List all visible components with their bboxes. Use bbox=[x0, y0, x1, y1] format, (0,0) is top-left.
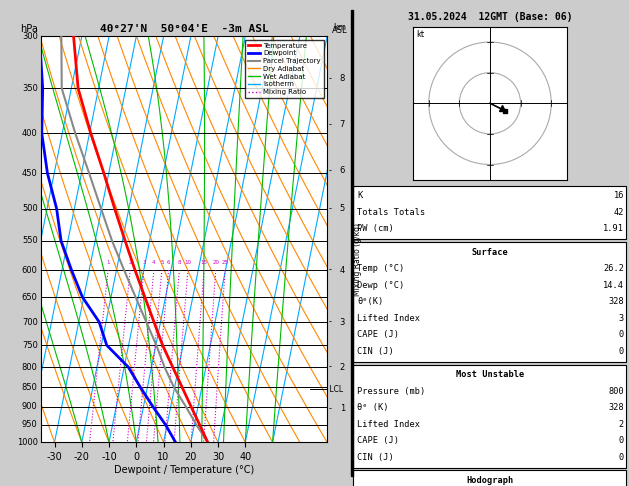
Text: Lifted Index: Lifted Index bbox=[357, 314, 420, 323]
Text: 1: 1 bbox=[106, 260, 110, 265]
Text: 7: 7 bbox=[340, 121, 345, 129]
X-axis label: Dewpoint / Temperature (°C): Dewpoint / Temperature (°C) bbox=[114, 465, 254, 475]
Text: 600: 600 bbox=[22, 265, 38, 275]
Text: 850: 850 bbox=[22, 383, 38, 392]
Text: 5: 5 bbox=[340, 204, 345, 213]
Text: K: K bbox=[357, 191, 362, 200]
Text: LCL: LCL bbox=[327, 385, 343, 394]
Text: 42: 42 bbox=[613, 208, 624, 217]
Text: Temp (°C): Temp (°C) bbox=[357, 264, 404, 273]
Text: θᵉ(K): θᵉ(K) bbox=[357, 297, 384, 306]
Text: 2: 2 bbox=[340, 363, 345, 372]
Text: -: - bbox=[328, 74, 331, 83]
Text: -: - bbox=[328, 363, 331, 372]
Text: 500: 500 bbox=[22, 204, 38, 213]
Text: 650: 650 bbox=[22, 293, 38, 301]
Text: 328: 328 bbox=[608, 297, 624, 306]
Text: 3: 3 bbox=[142, 260, 146, 265]
Text: 350: 350 bbox=[22, 84, 38, 93]
Text: 550: 550 bbox=[22, 236, 38, 245]
Text: 26.2: 26.2 bbox=[603, 264, 624, 273]
Title: 40°27'N  50°04'E  -3m ASL: 40°27'N 50°04'E -3m ASL bbox=[99, 24, 269, 35]
Text: 0: 0 bbox=[619, 453, 624, 462]
Text: Surface: Surface bbox=[472, 248, 508, 257]
Text: 0: 0 bbox=[619, 436, 624, 445]
Text: 4: 4 bbox=[152, 260, 155, 265]
Text: 1.91: 1.91 bbox=[603, 225, 624, 233]
Text: Mixing Ratio (g/kg): Mixing Ratio (g/kg) bbox=[353, 223, 362, 296]
Text: 800: 800 bbox=[608, 387, 624, 396]
Text: 31.05.2024  12GMT (Base: 06): 31.05.2024 12GMT (Base: 06) bbox=[408, 12, 572, 22]
Text: -: - bbox=[328, 204, 331, 213]
Text: 2: 2 bbox=[619, 420, 624, 429]
Text: 14.4: 14.4 bbox=[603, 281, 624, 290]
Text: CIN (J): CIN (J) bbox=[357, 347, 394, 356]
Text: 700: 700 bbox=[22, 317, 38, 327]
Text: 8: 8 bbox=[177, 260, 181, 265]
Text: Most Unstable: Most Unstable bbox=[456, 370, 524, 379]
Text: 0: 0 bbox=[619, 330, 624, 339]
Text: CAPE (J): CAPE (J) bbox=[357, 436, 399, 445]
Text: CAPE (J): CAPE (J) bbox=[357, 330, 399, 339]
Text: 450: 450 bbox=[22, 169, 38, 177]
Text: -: - bbox=[328, 121, 331, 129]
Text: -: - bbox=[328, 317, 331, 327]
Text: 800: 800 bbox=[22, 363, 38, 372]
Text: 900: 900 bbox=[22, 402, 38, 411]
Text: 6: 6 bbox=[167, 260, 170, 265]
Text: 6: 6 bbox=[340, 166, 345, 175]
Text: 20: 20 bbox=[213, 260, 220, 265]
Text: 3: 3 bbox=[619, 314, 624, 323]
Text: 1000: 1000 bbox=[17, 438, 38, 447]
Text: -: - bbox=[328, 404, 331, 413]
Text: km: km bbox=[333, 22, 346, 32]
Text: PW (cm): PW (cm) bbox=[357, 225, 394, 233]
Text: 328: 328 bbox=[608, 403, 624, 412]
Text: 3: 3 bbox=[340, 317, 345, 327]
Text: 950: 950 bbox=[22, 420, 38, 430]
Text: -: - bbox=[328, 166, 331, 175]
Text: Totals Totals: Totals Totals bbox=[357, 208, 426, 217]
Text: Hodograph: Hodograph bbox=[466, 476, 514, 485]
Text: -: - bbox=[328, 265, 331, 275]
Text: 4: 4 bbox=[340, 265, 345, 275]
Text: θᵉ (K): θᵉ (K) bbox=[357, 403, 389, 412]
Text: 0: 0 bbox=[619, 347, 624, 356]
Text: 2: 2 bbox=[128, 260, 132, 265]
Text: 400: 400 bbox=[22, 129, 38, 138]
Text: 8: 8 bbox=[340, 74, 345, 83]
Legend: Temperature, Dewpoint, Parcel Trajectory, Dry Adiabat, Wet Adiabat, Isotherm, Mi: Temperature, Dewpoint, Parcel Trajectory… bbox=[245, 40, 323, 98]
Text: 10: 10 bbox=[184, 260, 191, 265]
Text: 1: 1 bbox=[340, 404, 345, 413]
Text: 25: 25 bbox=[221, 260, 228, 265]
Text: Dewp (°C): Dewp (°C) bbox=[357, 281, 404, 290]
Text: 5: 5 bbox=[160, 260, 164, 265]
Text: 16: 16 bbox=[613, 191, 624, 200]
Text: kt: kt bbox=[416, 30, 425, 39]
Text: 750: 750 bbox=[22, 341, 38, 350]
Text: hPa: hPa bbox=[20, 24, 38, 34]
Text: CIN (J): CIN (J) bbox=[357, 453, 394, 462]
Text: ASL: ASL bbox=[332, 26, 347, 35]
Text: Lifted Index: Lifted Index bbox=[357, 420, 420, 429]
Text: 15: 15 bbox=[201, 260, 208, 265]
Text: 300: 300 bbox=[22, 32, 38, 41]
Text: Pressure (mb): Pressure (mb) bbox=[357, 387, 426, 396]
